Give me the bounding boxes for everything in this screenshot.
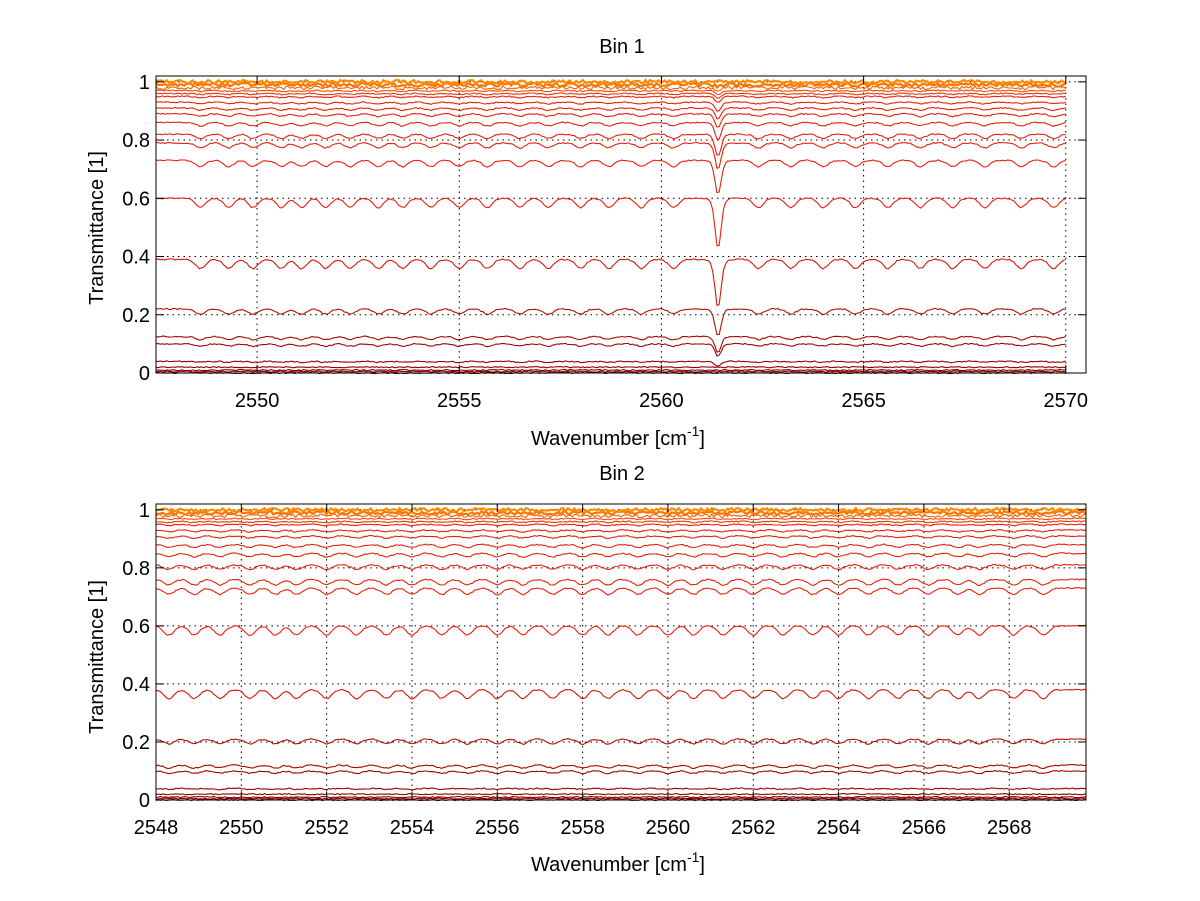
x-axis-label-superscript: -1 xyxy=(687,423,700,439)
x-tick-label: 2550 xyxy=(219,817,264,839)
x-axis-label-main: Wavenumber [cm xyxy=(531,854,687,876)
series-line xyxy=(155,764,1087,770)
y-tick-label: 0.2 xyxy=(122,305,150,327)
x-tick-label: 2558 xyxy=(560,817,605,839)
series-line xyxy=(155,769,1087,775)
x-tick-labels: 2550 2555 2560 2565 2570 xyxy=(235,390,1088,412)
y-tick-labels: 0 0.2 0.4 0.6 0.8 1 xyxy=(122,500,150,812)
chart-title: Bin 1 xyxy=(599,36,645,58)
series-line xyxy=(155,112,1066,128)
series-line xyxy=(156,368,1066,372)
x-axis-label-main: Wavenumber [cm xyxy=(531,428,687,450)
x-tick-label: 2552 xyxy=(304,817,349,839)
x-axis-label: Wavenumber [cm-1] xyxy=(531,423,705,450)
x-tick-label: 2550 xyxy=(235,390,280,412)
series-line xyxy=(155,197,1066,247)
series-line xyxy=(155,159,1066,194)
y-tick-label: 0 xyxy=(139,363,150,385)
y-tick-label: 1 xyxy=(139,500,150,522)
series-line xyxy=(155,307,1066,336)
y-tick-label: 1 xyxy=(139,72,150,94)
axes-box xyxy=(155,503,1087,801)
y-tick-label: 0.8 xyxy=(122,130,150,152)
y-tick-label: 0.6 xyxy=(122,616,150,638)
x-tick-label: 2565 xyxy=(841,390,886,412)
series-line xyxy=(155,141,1066,170)
x-axis-label-superscript: -1 xyxy=(687,849,700,865)
series-line xyxy=(155,517,1087,521)
series-line xyxy=(155,624,1087,637)
x-tick-label: 2554 xyxy=(390,817,435,839)
y-tick-label: 0 xyxy=(139,790,150,812)
panel-bin-1: Bin 1 2550 2555 2560 2565 2570 0 0.2 0.4 0.6 0.8… xyxy=(86,36,1088,450)
series-line xyxy=(156,797,1087,800)
ticks xyxy=(155,504,1086,801)
series-line xyxy=(155,92,1066,99)
series-line xyxy=(155,95,1067,103)
x-tick-label: 2562 xyxy=(731,817,776,839)
series-line xyxy=(155,133,1066,156)
series-line xyxy=(155,258,1066,307)
series-line xyxy=(155,688,1087,700)
chart-title: Bin 2 xyxy=(599,463,645,485)
series-line xyxy=(155,552,1087,558)
y-axis-label: Transmittance [1] xyxy=(86,151,108,305)
y-tick-label: 0.4 xyxy=(122,674,150,696)
series-line xyxy=(155,738,1087,746)
series-line xyxy=(155,101,1066,112)
x-tick-label: 2556 xyxy=(475,817,520,839)
series-line xyxy=(155,78,1067,86)
series-line xyxy=(155,587,1087,596)
series-line xyxy=(155,523,1087,527)
series-line xyxy=(155,578,1086,587)
x-tick-label: 2564 xyxy=(816,817,861,839)
x-tick-label: 2568 xyxy=(987,817,1032,839)
series-line xyxy=(155,513,1086,519)
x-tick-labels: 2548 2550 2552 2554 2556 2558 2560 2562 2564 2566… xyxy=(134,817,1032,839)
series-line xyxy=(155,543,1087,549)
series-line xyxy=(155,89,1066,96)
series-line xyxy=(155,370,1066,373)
series-line xyxy=(155,529,1087,533)
series-line xyxy=(155,121,1067,140)
ticks xyxy=(156,76,1086,374)
series-line xyxy=(155,520,1087,524)
x-tick-label: 2570 xyxy=(1044,390,1089,412)
series-line xyxy=(155,534,1087,540)
x-tick-label: 2560 xyxy=(646,817,691,839)
y-tick-label: 0.6 xyxy=(122,188,150,210)
series-line xyxy=(155,85,1067,92)
series-line xyxy=(155,342,1066,357)
y-tick-label: 0.8 xyxy=(122,558,150,580)
y-axis-label: Transmittance [1] xyxy=(86,580,108,734)
series-line xyxy=(155,506,1087,514)
x-tick-label: 2560 xyxy=(639,390,684,412)
y-tick-label: 0.2 xyxy=(122,732,150,754)
series-line xyxy=(155,795,1086,799)
x-axis-label-end: ] xyxy=(699,428,705,450)
series-line xyxy=(155,509,1087,517)
series-line xyxy=(155,335,1067,353)
x-axis-label: Wavenumber [cm-1] xyxy=(531,849,705,876)
series-line xyxy=(155,360,1066,367)
y-tick-label: 0.4 xyxy=(122,247,150,269)
series-line xyxy=(155,563,1087,571)
series-line xyxy=(155,792,1087,796)
x-tick-label: 2566 xyxy=(902,817,947,839)
x-tick-label: 2555 xyxy=(437,390,482,412)
series-line xyxy=(155,106,1067,120)
series-line xyxy=(155,365,1066,369)
axes-box xyxy=(155,75,1087,374)
x-axis-label-end: ] xyxy=(699,854,705,876)
y-tick-labels: 0 0.2 0.4 0.6 0.8 1 xyxy=(122,72,150,385)
x-tick-label: 2548 xyxy=(134,817,179,839)
series-line xyxy=(155,787,1087,791)
panel-bin-2: Bin 2 2548 2550 2552 2554 2556 2558 2560 2562 25… xyxy=(86,463,1087,876)
